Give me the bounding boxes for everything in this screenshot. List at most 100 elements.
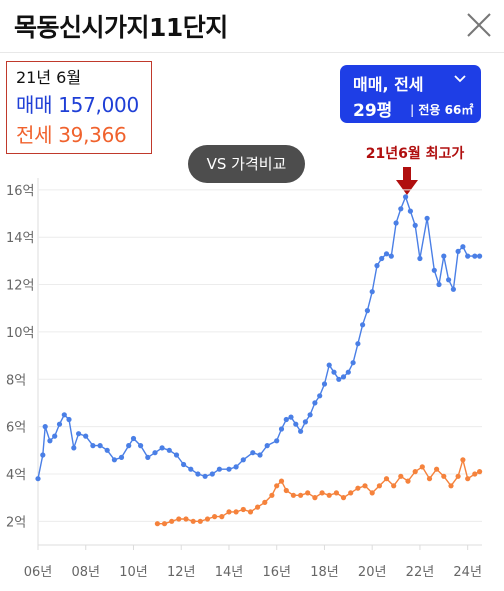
data-point	[379, 255, 385, 262]
data-point	[441, 473, 447, 479]
data-point	[264, 443, 270, 449]
data-point	[369, 289, 375, 295]
data-point	[219, 514, 225, 520]
data-point	[446, 277, 452, 283]
data-point	[40, 452, 46, 458]
data-point	[274, 483, 280, 489]
data-point	[83, 433, 89, 439]
data-point	[340, 495, 347, 501]
type-size-selector[interactable]: 매매, 전세 29평 | 전용 66㎡	[340, 65, 481, 123]
data-point	[240, 457, 246, 463]
data-point	[66, 416, 72, 423]
close-icon	[467, 13, 491, 37]
selector-size-label: 29평	[353, 101, 393, 121]
data-point	[326, 362, 332, 368]
data-point	[441, 253, 447, 259]
data-point	[298, 428, 304, 434]
data-point	[434, 466, 440, 472]
data-point	[465, 476, 471, 482]
data-point	[355, 485, 361, 491]
data-point	[159, 445, 165, 451]
x-tick-label: 12년	[167, 565, 196, 580]
data-point	[154, 521, 160, 527]
data-point	[226, 466, 232, 472]
x-tick-label: 08년	[71, 565, 100, 580]
data-point	[391, 483, 397, 489]
data-point	[283, 416, 289, 423]
data-point	[407, 208, 413, 214]
y-tick-label: 8억	[6, 373, 26, 388]
data-point	[477, 253, 483, 259]
data-point	[448, 483, 454, 489]
data-point	[76, 431, 82, 437]
data-point	[71, 445, 77, 451]
data-point	[183, 516, 189, 522]
data-point	[364, 308, 370, 314]
data-point	[455, 248, 461, 254]
data-point	[355, 341, 361, 347]
info-jeonse-price: 전세 39,366	[16, 123, 127, 147]
x-tick-label: 20년	[358, 565, 387, 580]
data-point	[319, 490, 325, 496]
data-point	[166, 447, 172, 453]
chevron-down-icon	[454, 75, 466, 83]
data-point	[216, 466, 222, 472]
data-point	[321, 381, 328, 387]
data-point	[278, 478, 285, 484]
x-tick-label: 18년	[310, 565, 339, 580]
data-point	[336, 376, 342, 382]
data-point	[202, 473, 208, 479]
info-date: 21년 6월	[16, 68, 82, 87]
vs-compare-button[interactable]: VS 가격비교	[188, 145, 305, 183]
data-point	[345, 369, 351, 375]
data-point	[247, 509, 254, 515]
data-point	[305, 490, 311, 496]
x-tick-label: 10년	[119, 565, 148, 580]
y-tick-label: 6억	[6, 421, 26, 436]
data-point	[455, 473, 461, 479]
data-point	[369, 490, 375, 496]
selector-area-text: 전용 66㎡	[418, 103, 474, 117]
peak-arrow-icon	[396, 167, 418, 195]
data-point	[47, 438, 53, 444]
data-point	[138, 443, 144, 449]
info-sale-price: 매매 157,000	[16, 93, 139, 117]
data-point	[190, 518, 196, 524]
series-sale	[35, 194, 483, 482]
data-point	[436, 281, 442, 288]
data-point	[35, 476, 41, 482]
x-tick-label: 22년	[406, 565, 435, 580]
data-point	[331, 369, 337, 375]
data-point	[398, 206, 404, 212]
data-point	[419, 464, 425, 470]
data-point	[97, 443, 103, 449]
data-point	[350, 360, 356, 366]
data-point	[283, 487, 289, 494]
header-bar: 목동신시가지11단지	[0, 0, 504, 53]
y-tick-label: 12억	[6, 279, 35, 294]
data-point	[317, 393, 323, 399]
data-point	[255, 504, 261, 510]
data-point	[176, 516, 182, 522]
data-point	[348, 490, 354, 496]
data-point	[472, 253, 478, 259]
data-point	[326, 492, 332, 498]
data-point	[426, 476, 433, 482]
data-point	[465, 253, 471, 259]
data-point	[431, 267, 437, 273]
data-point	[302, 419, 308, 425]
y-tick-label: 4억	[6, 468, 26, 483]
data-point	[197, 518, 203, 524]
close-button[interactable]	[462, 8, 496, 42]
data-point	[398, 473, 404, 479]
data-point	[360, 322, 366, 328]
data-point	[472, 471, 478, 477]
data-point	[152, 450, 158, 456]
peak-price-label: 21년6월 최고가	[365, 146, 465, 162]
data-point	[56, 421, 63, 427]
data-point	[204, 516, 211, 522]
data-point	[209, 471, 215, 477]
data-point	[269, 492, 275, 498]
data-point	[250, 450, 256, 456]
